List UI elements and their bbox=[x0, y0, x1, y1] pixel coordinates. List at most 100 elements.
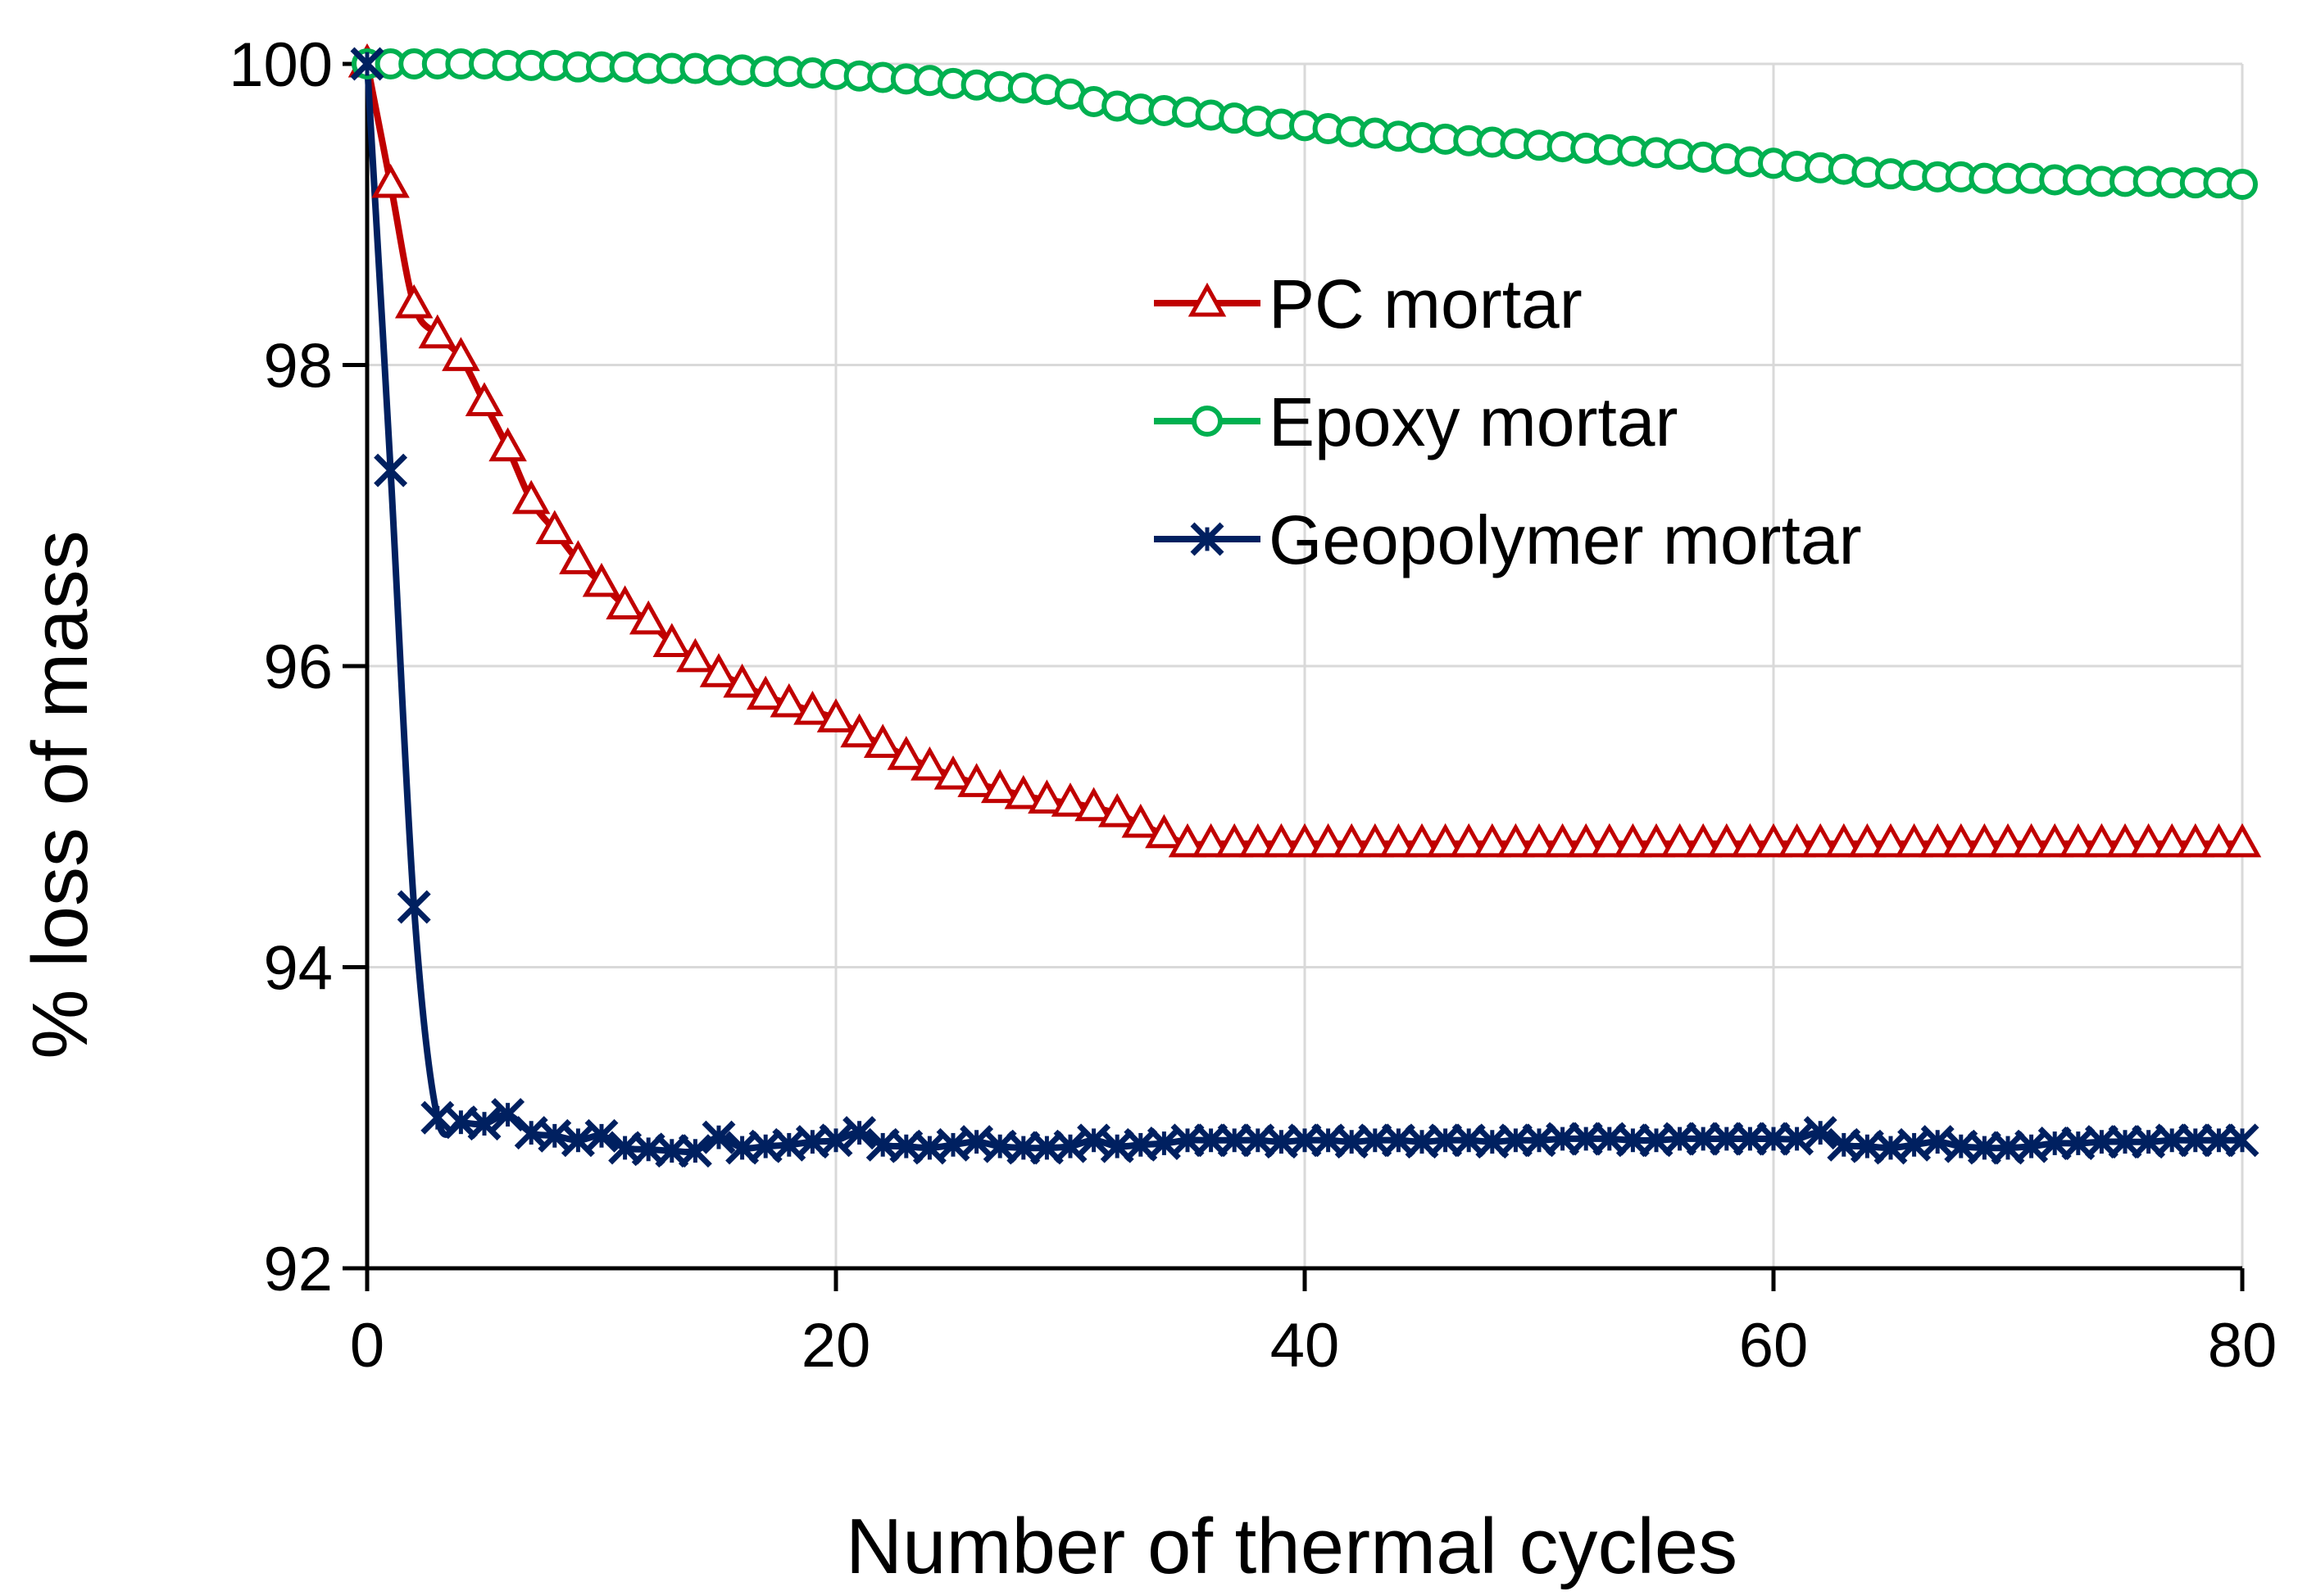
data-point bbox=[559, 540, 597, 574]
data-point bbox=[911, 746, 949, 781]
legend-label: Epoxy mortar bbox=[1269, 383, 1678, 460]
data-point bbox=[2082, 823, 2121, 858]
data-point bbox=[1707, 823, 1746, 858]
data-point bbox=[957, 763, 996, 797]
y-axis-title: % loss of mass bbox=[16, 530, 104, 1059]
data-point bbox=[1262, 823, 1301, 858]
data-point bbox=[699, 653, 738, 687]
y-tick-label: 100 bbox=[229, 30, 333, 100]
x-tick-label: 40 bbox=[1270, 1311, 1340, 1381]
data-point bbox=[465, 382, 504, 416]
data-point bbox=[1519, 823, 1559, 858]
data-point bbox=[819, 1123, 853, 1158]
data-point bbox=[1871, 823, 1910, 858]
data-point bbox=[1824, 823, 1864, 858]
data-point bbox=[980, 769, 1020, 804]
series-markers-pc-mortar bbox=[347, 43, 2262, 858]
grid-lines bbox=[367, 62, 2244, 1268]
data-point bbox=[1356, 823, 1395, 858]
data-point bbox=[840, 713, 879, 748]
data-point bbox=[1848, 823, 1887, 858]
data-point bbox=[1332, 823, 1371, 858]
data-point bbox=[746, 675, 785, 710]
data-point bbox=[2035, 823, 2074, 858]
data-point bbox=[887, 736, 926, 770]
data-point bbox=[488, 427, 527, 462]
data-point bbox=[723, 663, 761, 698]
x-tick-label: 80 bbox=[2208, 1311, 2278, 1381]
data-point bbox=[606, 585, 644, 619]
data-point bbox=[374, 453, 408, 487]
data-point bbox=[1192, 823, 1230, 858]
data-point bbox=[1590, 823, 1629, 858]
x-tick-label: 60 bbox=[1739, 1311, 1809, 1381]
data-point bbox=[1988, 823, 2028, 858]
data-point bbox=[1168, 823, 1207, 858]
data-point bbox=[770, 682, 809, 718]
y-tick-label: 92 bbox=[263, 1235, 333, 1304]
legend-marker bbox=[1188, 282, 1227, 317]
data-point bbox=[1074, 787, 1113, 822]
data-point bbox=[1473, 823, 1512, 858]
data-point bbox=[2152, 823, 2191, 858]
data-point bbox=[678, 1134, 712, 1168]
data-point bbox=[816, 698, 856, 732]
data-point bbox=[2129, 823, 2168, 858]
data-point bbox=[1918, 823, 1957, 858]
data-point bbox=[1895, 823, 1933, 858]
data-point bbox=[1660, 823, 1699, 858]
data-point bbox=[1543, 823, 1582, 858]
data-point bbox=[394, 283, 434, 319]
data-point bbox=[652, 623, 692, 657]
data-point bbox=[1778, 823, 1816, 858]
data-point bbox=[629, 600, 668, 635]
data-point bbox=[1683, 823, 1723, 858]
data-point bbox=[2105, 823, 2145, 858]
data-point bbox=[491, 1098, 525, 1132]
data-point bbox=[1402, 823, 1442, 858]
data-point bbox=[1028, 779, 1066, 814]
series-markers-epoxy-mortar bbox=[352, 48, 2258, 200]
data-point bbox=[2225, 1123, 2259, 1158]
data-point bbox=[863, 723, 902, 759]
y-tick-label: 98 bbox=[263, 332, 333, 401]
data-point bbox=[793, 691, 832, 725]
data-point bbox=[1309, 823, 1347, 858]
data-point bbox=[350, 47, 384, 81]
data-point bbox=[1965, 823, 2004, 858]
x-axis-ticks: 0 20 40 60 80 bbox=[350, 1268, 2277, 1381]
data-point bbox=[1145, 814, 1183, 849]
data-point bbox=[1238, 823, 1278, 858]
x-tick-label: 20 bbox=[802, 1311, 871, 1381]
data-point bbox=[933, 755, 973, 790]
data-point bbox=[1496, 823, 1535, 858]
data-point bbox=[1754, 823, 1793, 858]
data-point bbox=[1051, 782, 1090, 817]
y-tick-label: 96 bbox=[263, 633, 333, 702]
data-point bbox=[1379, 823, 1418, 858]
data-point bbox=[584, 1118, 619, 1153]
data-point bbox=[2227, 169, 2258, 200]
legend-marker bbox=[1190, 522, 1224, 556]
y-tick-label: 94 bbox=[263, 934, 333, 1004]
data-point bbox=[1801, 823, 1840, 858]
data-point bbox=[1941, 823, 1981, 858]
data-point bbox=[582, 562, 621, 597]
series-markers-geopolymer-mortar bbox=[350, 47, 2259, 1168]
data-point bbox=[397, 890, 431, 924]
data-point bbox=[1803, 1116, 1837, 1150]
data-point bbox=[371, 163, 410, 198]
series-markers bbox=[347, 43, 2262, 1168]
data-point bbox=[1097, 792, 1137, 827]
legend-label: Geopolymer mortar bbox=[1269, 501, 1862, 578]
legend-label: PC mortar bbox=[1269, 265, 1583, 342]
data-point bbox=[1449, 823, 1488, 858]
data-point bbox=[467, 1107, 502, 1141]
data-point bbox=[1004, 774, 1043, 809]
data-point bbox=[1731, 823, 1769, 858]
data-point bbox=[1285, 823, 1324, 858]
data-point bbox=[702, 1120, 736, 1154]
axes bbox=[343, 61, 2242, 1271]
data-point bbox=[842, 1116, 877, 1150]
